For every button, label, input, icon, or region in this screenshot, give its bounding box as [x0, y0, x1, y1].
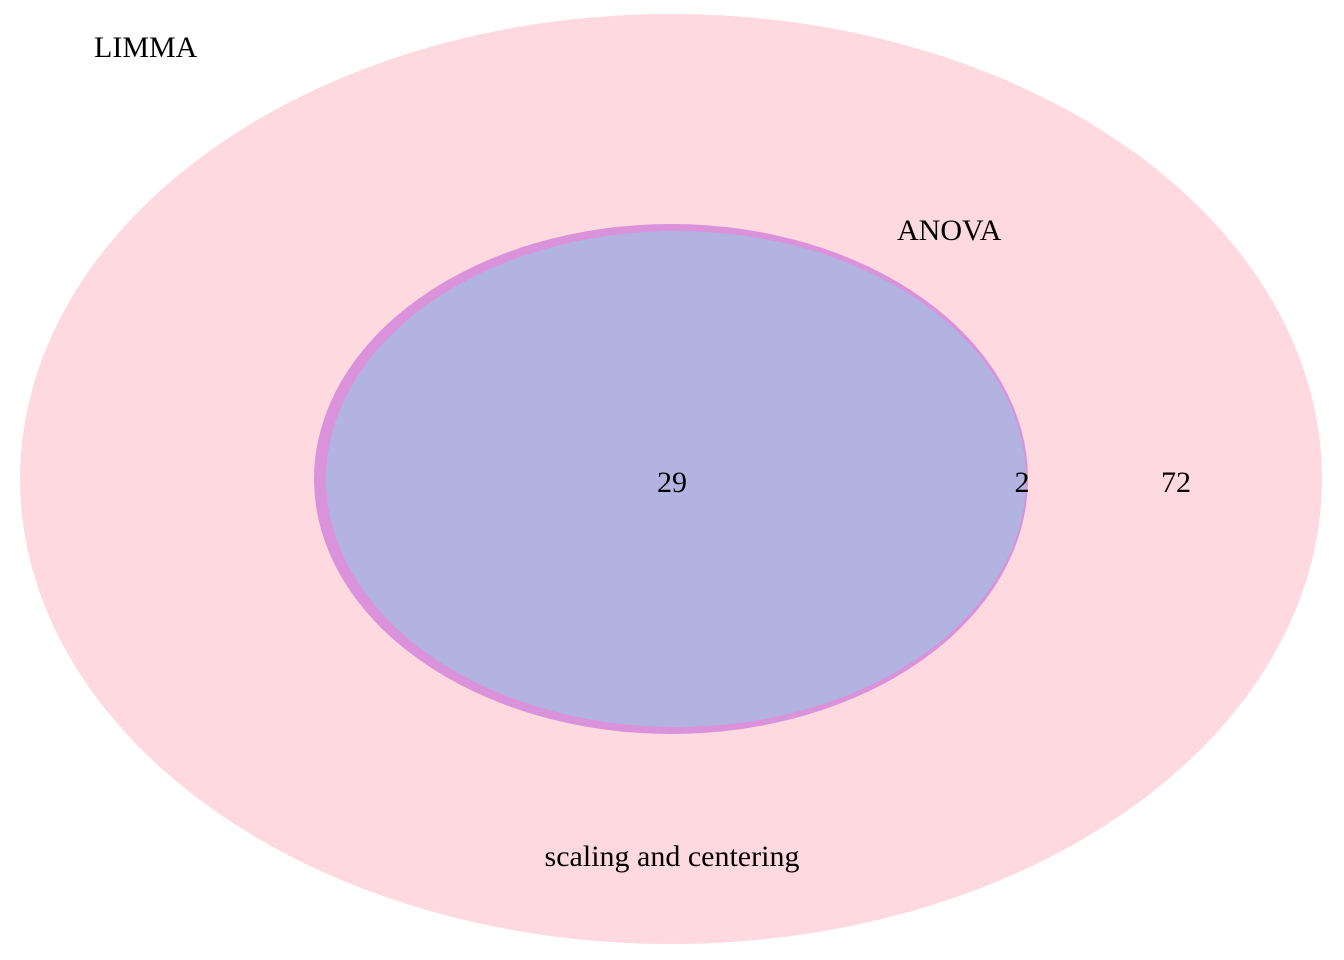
scaling-and-centering-set-label: scaling and centering — [545, 840, 800, 873]
region-count-limma-anova: 2 — [1015, 466, 1030, 499]
scaling-and-centering-set-ellipse — [326, 231, 1026, 727]
region-count-all-three: 29 — [657, 466, 687, 499]
region-count-limma-only: 72 — [1161, 466, 1191, 499]
limma-set-label: LIMMA — [94, 31, 198, 64]
anova-set-label: ANOVA — [897, 214, 1002, 247]
